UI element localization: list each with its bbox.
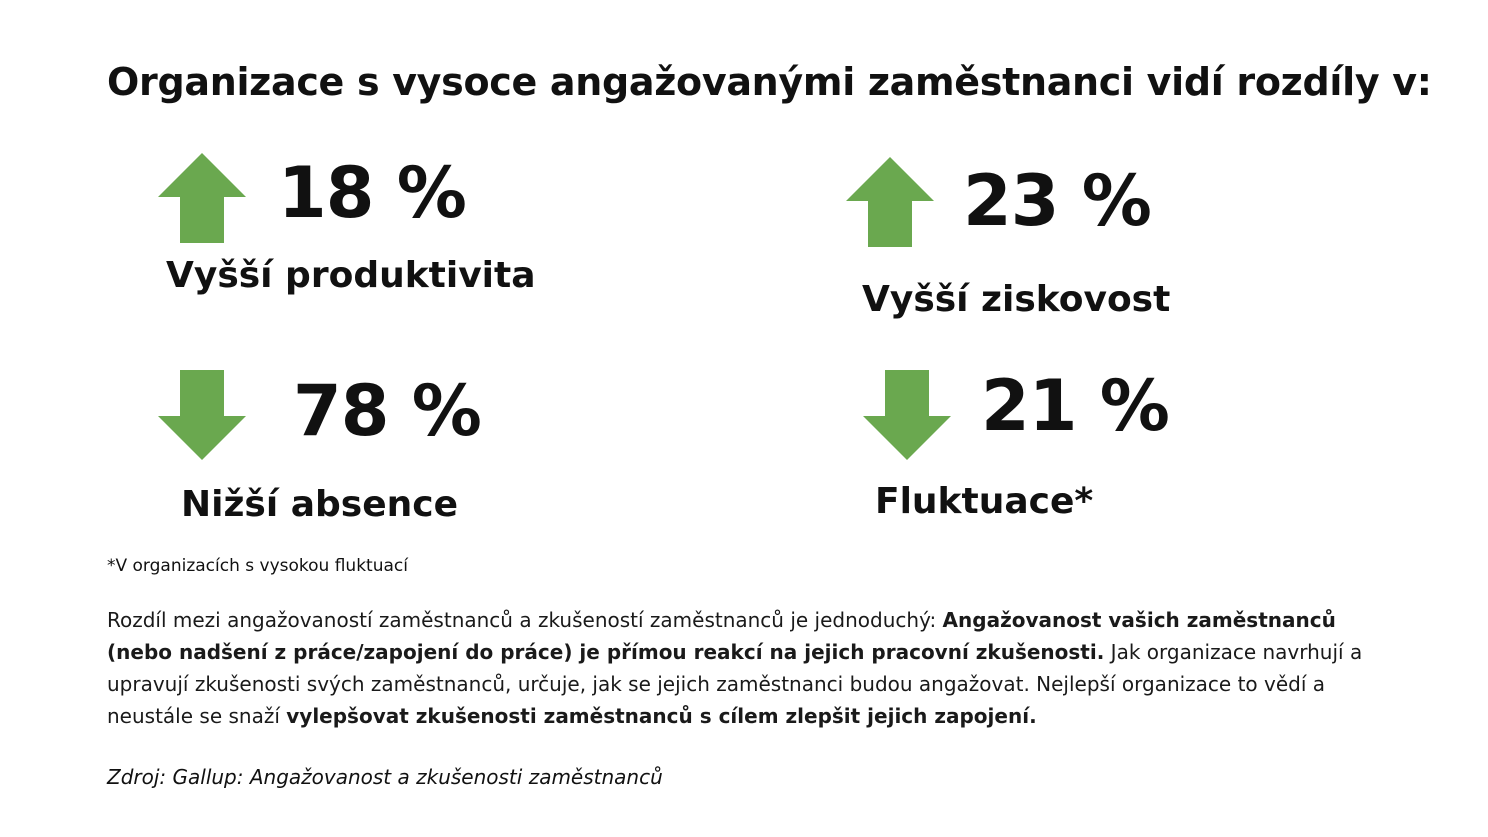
paragraph-bold-text: vylepšovat zkušenosti zaměstnanců s cíle… [286,704,1037,728]
stat-label-productivity: Vyšší produktivita [166,255,536,296]
footnote: *V organizacích s vysokou fluktuací [107,556,408,576]
paragraph-text: Rozdíl mezi angažovaností zaměstnanců a … [107,608,943,632]
source-citation: Zdroj: Gallup: Angažovanost a zkušenosti… [107,765,663,789]
stat-label-absence: Nižší absence [181,484,459,525]
stat-value-absence: 78 % [293,370,482,452]
stat-value-turnover: 21 % [981,365,1170,447]
page-title: Organizace s vysoce angažovanými zaměstn… [107,60,1432,104]
arrow-up-icon [846,157,934,247]
stat-value-profitability: 23 % [963,160,1152,242]
paragraph-bold-text: Angažovanost vašich zaměstnanců (nebo na… [107,608,1336,664]
stat-value-productivity: 18 % [278,152,467,234]
arrow-down-icon [158,370,246,460]
arrow-down-icon [863,370,951,460]
body-paragraph: Rozdíl mezi angažovaností zaměstnanců a … [107,604,1397,732]
arrow-up-icon [158,153,246,243]
paragraph-text: Jak organizace navrhují a upravují zkuše… [107,640,1363,728]
stat-label-turnover: Fluktuace* [875,481,1094,522]
stat-label-profitability: Vyšší ziskovost [862,279,1171,320]
